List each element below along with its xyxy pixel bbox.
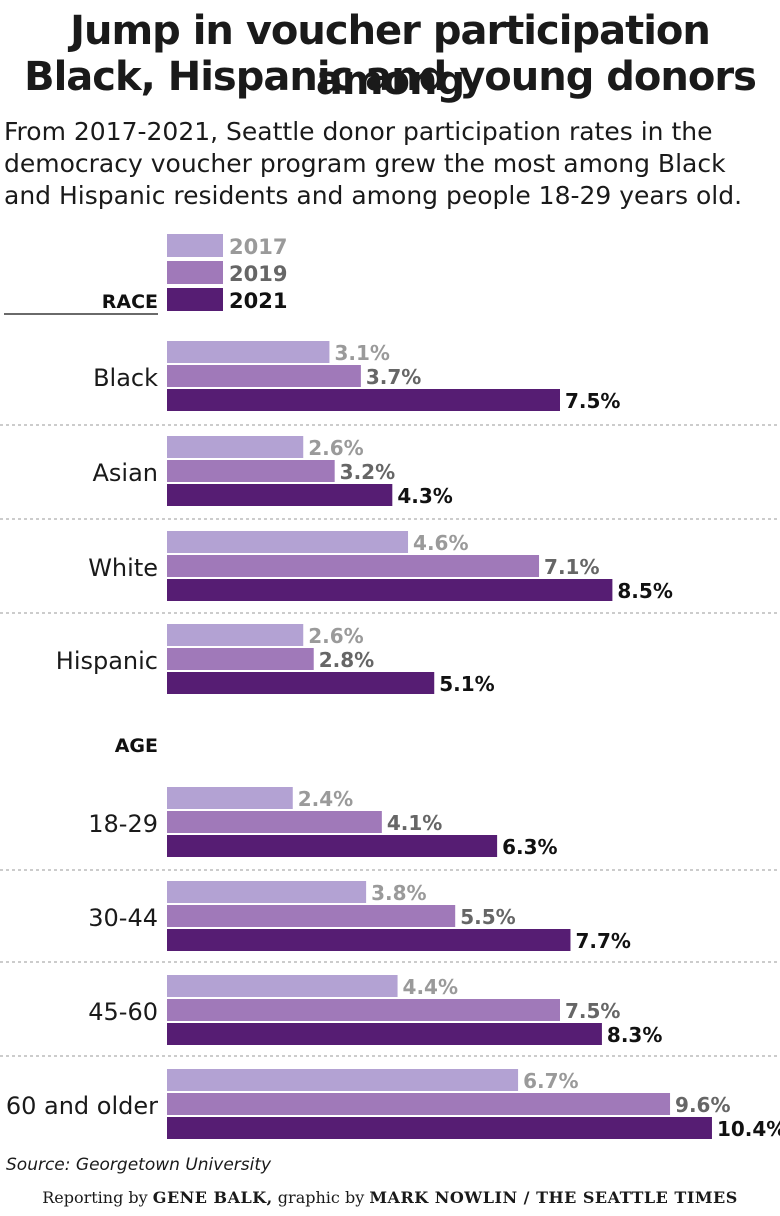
category-label-45-60: 45-60 [88,998,158,1026]
credit-artist: MARK NOWLIN / THE SEATTLE TIMES [369,1188,738,1207]
subtitle-line-2: democracy voucher program grew the most … [4,149,726,178]
category-label-asian: Asian [92,459,158,487]
bar-30-44-2021 [167,929,571,951]
legend-swatch-2021 [167,288,223,311]
bar-black-2017 [167,341,330,363]
bar-hispanic-2017 [167,624,304,646]
group-heading-age: AGE [115,735,158,757]
category-label-white: White [88,554,158,582]
bar-30-44-2019 [167,905,456,927]
legend-label-2021: 2021 [229,289,287,313]
value-label-30-44-2021: 7.7% [575,929,630,953]
credit-line: Reporting by GENE BALK, graphic by MARK … [0,1188,780,1207]
bar-60-and-older-2021 [167,1117,712,1139]
value-label-60-and-older-2021: 10.4% [717,1117,780,1141]
value-label-black-2021: 7.5% [565,389,620,413]
bar-white-2021 [167,579,613,601]
value-label-60-and-older-2017: 6.7% [523,1069,578,1093]
value-label-45-60-2019: 7.5% [565,999,620,1023]
value-label-black-2019: 3.7% [366,365,421,389]
legend-label-2017: 2017 [229,235,287,259]
value-label-45-60-2021: 8.3% [607,1023,662,1047]
bar-30-44-2017 [167,881,367,903]
value-label-30-44-2017: 3.8% [371,881,426,905]
category-label-black: Black [93,364,158,392]
group-heading-race: RACE [102,291,158,313]
value-label-18-29-2017: 2.4% [298,787,353,811]
bar-white-2019 [167,555,540,577]
category-label-30-44: 30-44 [88,904,158,932]
value-label-18-29-2021: 6.3% [502,835,557,859]
bar-60-and-older-2017 [167,1069,519,1091]
value-label-30-44-2019: 5.5% [460,905,515,929]
value-label-hispanic-2021: 5.1% [439,672,494,696]
value-label-white-2017: 4.6% [413,531,468,555]
value-label-white-2019: 7.1% [544,555,599,579]
category-label-18-29: 18-29 [88,810,158,838]
subtitle-line-3: and Hispanic residents and among people … [4,181,743,210]
bar-asian-2019 [167,460,335,482]
value-label-asian-2021: 4.3% [397,484,452,508]
source-note: Source: Georgetown University [6,1155,272,1175]
value-label-60-and-older-2019: 9.6% [675,1093,730,1117]
bar-45-60-2021 [167,1023,602,1045]
credit-reporting-prefix: Reporting by [42,1188,153,1207]
bar-18-29-2019 [167,811,382,833]
bar-black-2019 [167,365,361,387]
bar-black-2021 [167,389,560,411]
bar-hispanic-2021 [167,672,435,694]
value-label-hispanic-2019: 2.8% [319,648,374,672]
bar-hispanic-2019 [167,648,314,670]
category-label-60-and-older: 60 and older [6,1092,158,1120]
bar-asian-2021 [167,484,393,506]
bar-18-29-2021 [167,835,498,857]
subtitle: From 2017-2021, Seattle donor participat… [4,116,774,212]
bar-white-2017 [167,531,409,553]
value-label-asian-2017: 2.6% [308,436,363,460]
bar-45-60-2019 [167,999,560,1021]
bar-60-and-older-2019 [167,1093,671,1115]
credit-reporter: GENE BALK, [152,1188,273,1207]
title-line-2: Black, Hispanic and young donors [24,54,757,100]
value-label-18-29-2019: 4.1% [387,811,442,835]
value-label-white-2021: 8.5% [617,579,672,603]
legend-label-2019: 2019 [229,262,287,286]
subtitle-line-1: From 2017-2021, Seattle donor participat… [4,117,713,146]
title-line-1: Jump in voucher participation among [70,8,711,104]
value-label-45-60-2017: 4.4% [403,975,458,999]
value-label-hispanic-2017: 2.6% [308,624,363,648]
bar-45-60-2017 [167,975,398,997]
category-label-hispanic: Hispanic [56,647,158,675]
bar-asian-2017 [167,436,304,458]
bar-18-29-2017 [167,787,293,809]
value-label-asian-2019: 3.2% [340,460,395,484]
legend-swatch-2019 [167,261,223,284]
value-label-black-2017: 3.1% [334,341,389,365]
credit-graphic-prefix: graphic by [272,1188,370,1207]
legend-swatch-2017 [167,234,223,257]
